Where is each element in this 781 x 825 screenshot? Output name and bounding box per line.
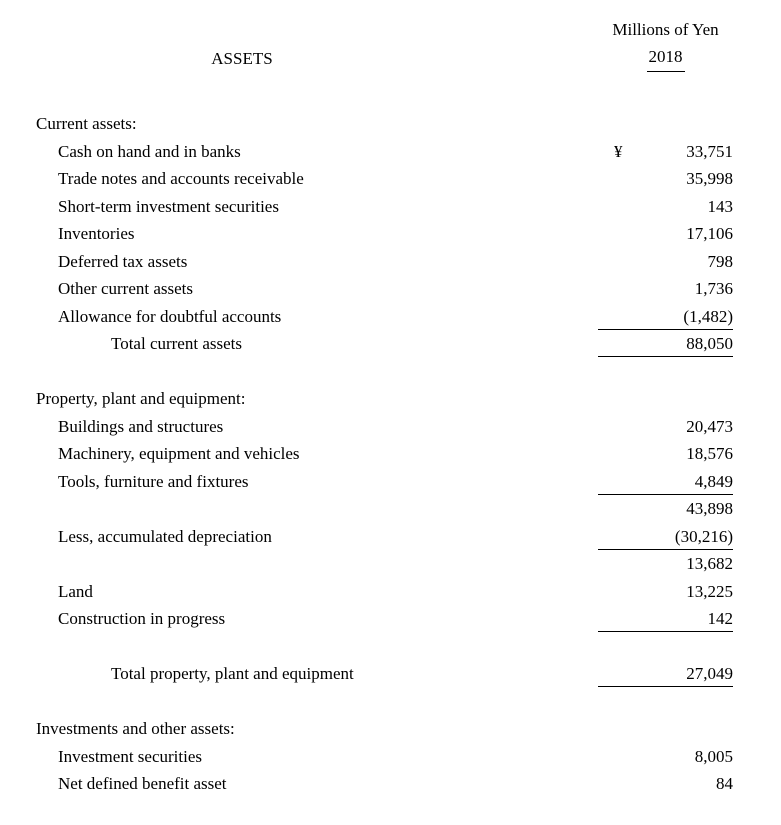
- statement-row: Net defined benefit asset 84: [36, 774, 733, 802]
- row-label: Inventories: [58, 224, 135, 243]
- statement-row: Investments and other assets:: [36, 719, 733, 747]
- row-amount: 1,736: [598, 279, 733, 299]
- row-label: Total property, plant and equipment: [111, 664, 354, 683]
- statement-header: ASSETS Millions of Yen 2018: [36, 16, 733, 72]
- statement-row: Deferred tax assets 798: [36, 252, 733, 280]
- row-amount-value: 142: [707, 609, 734, 628]
- statement-row: Buildings and structures 20,473: [36, 417, 733, 445]
- row-amount: 27,049: [598, 664, 733, 687]
- row-label: Investments and other assets:: [36, 719, 235, 738]
- statement-row: Construction in progress 142: [36, 609, 733, 637]
- row-amount-value: 798: [707, 251, 734, 271]
- row-amount-value: 88,050: [686, 334, 733, 353]
- row-label: Cash on hand and in banks: [58, 141, 241, 161]
- statement-row: Total current assets 88,050: [36, 334, 733, 362]
- row-label: Buildings and structures: [58, 416, 224, 436]
- row-amount-value: 43,898: [686, 499, 733, 518]
- year-value: 2018: [646, 43, 685, 72]
- row-label: Deferred tax assets: [58, 251, 188, 271]
- statement-row: Property, plant and equipment:: [36, 389, 733, 417]
- statement-row: Cash on hand and in banks ¥ 33,751: [36, 142, 733, 170]
- row-amount-value: 4,849: [694, 471, 733, 491]
- statement-row: Less, accumulated depreciation (30,216): [36, 527, 733, 555]
- statement-row: 43,898: [36, 499, 733, 527]
- row-label: Other current assets: [58, 279, 194, 298]
- row-label: Property, plant and equipment:: [36, 389, 246, 408]
- row-amount: 13,225: [598, 582, 733, 602]
- row-amount: 4,849: [598, 472, 733, 495]
- statement-row: Short-term investment securities 143: [36, 197, 733, 225]
- row-amount: 35,998: [598, 169, 733, 189]
- statement-row: Investment securities 8,005: [36, 747, 733, 775]
- row-label: Current assets:: [36, 114, 137, 133]
- units-label: Millions of Yen: [612, 20, 719, 39]
- row-amount-value: 20,473: [686, 416, 733, 436]
- row-amount-value: 18,576: [686, 444, 733, 463]
- row-amount-value: 13,225: [686, 581, 733, 601]
- row-amount-value: 35,998: [686, 169, 733, 188]
- row-amount: 8,005: [598, 747, 733, 767]
- units-column-header: Millions of Yen 2018: [598, 16, 733, 72]
- row-amount: 17,106: [598, 224, 733, 244]
- row-label: Short-term investment securities: [58, 196, 279, 216]
- yen-currency-symbol: ¥: [614, 141, 623, 161]
- row-amount-value: 13,682: [686, 554, 733, 573]
- row-label: Investment securities: [58, 746, 202, 766]
- row-label: Machinery, equipment and vehicles: [58, 444, 300, 463]
- page-title: ASSETS: [211, 49, 273, 68]
- row-amount: 88,050: [598, 334, 733, 357]
- row-amount-value: 8,005: [694, 746, 733, 766]
- row-label: Construction in progress: [58, 609, 226, 628]
- statement-row: Machinery, equipment and vehicles 18,576: [36, 444, 733, 472]
- row-amount: (1,482): [598, 307, 733, 330]
- row-amount-value: 27,049: [686, 664, 733, 683]
- row-amount-value: 1,736: [694, 279, 733, 298]
- row-amount-value: (1,482): [683, 306, 733, 326]
- row-amount-value: 84: [716, 774, 733, 793]
- row-label: Trade notes and accounts receivable: [58, 169, 304, 188]
- statement-rows: Current assets: Cash on hand and in bank…: [36, 114, 733, 802]
- assets-heading-wrap: ASSETS: [36, 45, 598, 72]
- row-amount-value: 17,106: [686, 224, 733, 243]
- statement-row: Land 13,225: [36, 582, 733, 610]
- statement-row: Other current assets 1,736: [36, 279, 733, 307]
- row-label: Total current assets: [111, 334, 242, 353]
- row-amount: 143: [598, 196, 734, 217]
- statement-row: Total property, plant and equipment 27,0…: [36, 664, 733, 692]
- row-amount: 798: [598, 251, 734, 272]
- statement-row: Allowance for doubtful accounts (1,482): [36, 307, 733, 335]
- statement-row: 13,682: [36, 554, 733, 582]
- row-amount: ¥ 33,751: [598, 142, 733, 162]
- row-label: Land: [58, 581, 93, 601]
- row-amount-value: 143: [707, 196, 734, 216]
- row-amount-value: (30,216): [674, 526, 733, 546]
- statement-row: Current assets:: [36, 114, 733, 142]
- row-amount: 84: [598, 774, 733, 794]
- row-amount: 18,576: [598, 444, 733, 464]
- row-label: Net defined benefit asset: [58, 774, 227, 793]
- statement-row: Tools, furniture and fixtures 4,849: [36, 472, 733, 500]
- row-amount: 20,473: [598, 417, 733, 437]
- year-label: 2018: [598, 43, 733, 72]
- row-amount: 142: [598, 609, 733, 632]
- statement-row: Inventories 17,106: [36, 224, 733, 252]
- row-label: Tools, furniture and fixtures: [58, 471, 249, 491]
- row-label: Less, accumulated depreciation: [58, 526, 272, 546]
- row-amount: 13,682: [598, 554, 733, 574]
- row-amount: 43,898: [598, 499, 733, 519]
- row-label: Allowance for doubtful accounts: [58, 306, 282, 326]
- row-amount-value: 33,751: [686, 141, 733, 161]
- statement-row: Trade notes and accounts receivable 35,9…: [36, 169, 733, 197]
- row-amount: (30,216): [598, 527, 733, 550]
